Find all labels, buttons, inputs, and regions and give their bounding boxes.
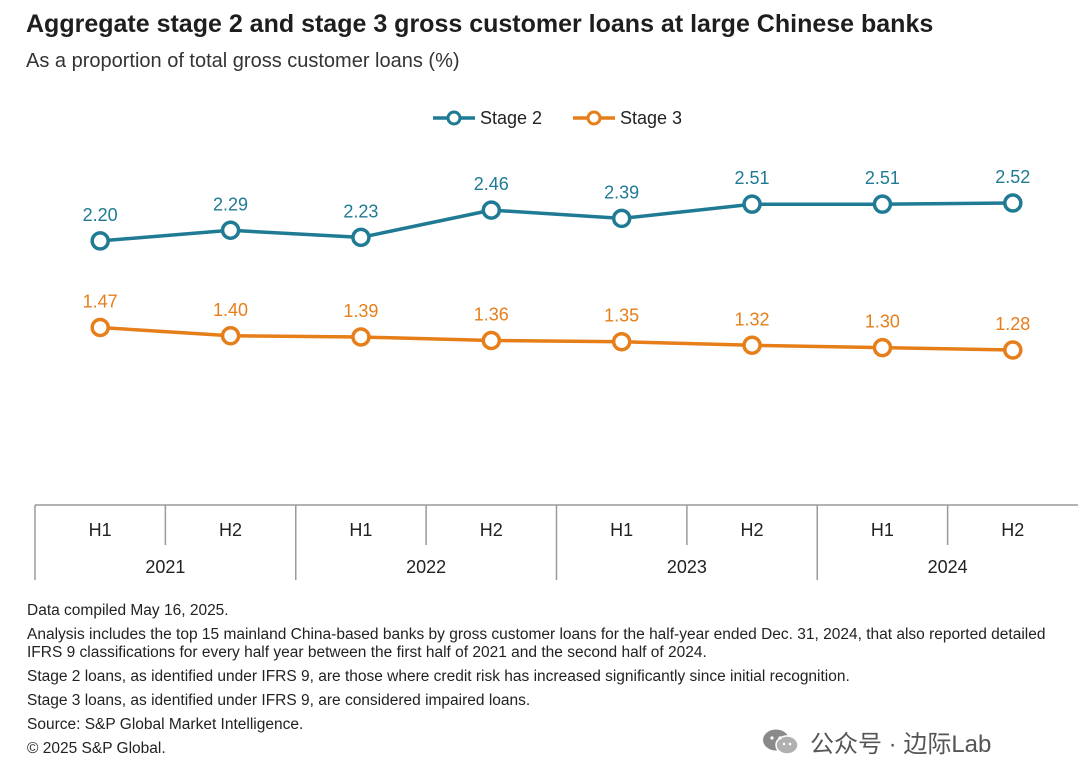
series-stage-2: 2.20 2.29 2.23 2.46 2.39 2.51 2.51 2.52 bbox=[83, 167, 1030, 251]
wechat-icon bbox=[762, 728, 800, 756]
x-group-label: 2023 bbox=[667, 557, 707, 577]
data-point bbox=[351, 327, 371, 347]
x-tick-label: H1 bbox=[89, 520, 112, 540]
data-point bbox=[1003, 193, 1023, 213]
series-stage-3: 1.47 1.40 1.39 1.36 1.35 1.32 1.30 1.28 bbox=[83, 291, 1030, 360]
chart-subtitle: As a proportion of total gross customer … bbox=[26, 50, 460, 72]
data-point bbox=[742, 335, 762, 356]
legend-item: Stage 2 bbox=[433, 108, 542, 128]
data-point bbox=[90, 231, 110, 251]
data-label: 1.30 bbox=[865, 312, 900, 332]
legend-label: Stage 3 bbox=[620, 108, 682, 128]
watermark-text: 公众号 · 边际Lab bbox=[810, 731, 992, 758]
data-label: 2.52 bbox=[995, 167, 1030, 187]
data-point bbox=[351, 227, 371, 248]
chart-title: Aggregate stage 2 and stage 3 gross cust… bbox=[26, 10, 934, 38]
data-point bbox=[90, 317, 110, 338]
data-label: 1.36 bbox=[474, 305, 509, 325]
data-point bbox=[220, 220, 241, 241]
x-group-label: 2024 bbox=[928, 557, 968, 577]
series-line bbox=[100, 201, 1013, 243]
legend-label: Stage 2 bbox=[480, 108, 542, 128]
note-stage2: Stage 2 loans, as identified under IFRS … bbox=[27, 668, 850, 685]
x-tick-label: H2 bbox=[1001, 520, 1024, 540]
note-stage3: Stage 3 loans, as identified under IFRS … bbox=[27, 692, 531, 709]
note-analysis: Analysis includes the top 15 mainland Ch… bbox=[27, 626, 1046, 661]
x-tick-label: H1 bbox=[610, 520, 633, 540]
data-label: 1.40 bbox=[213, 300, 248, 320]
x-tick-label: H2 bbox=[480, 520, 503, 540]
watermark: 公众号 · 边际Lab bbox=[762, 724, 991, 759]
legend-marker bbox=[446, 110, 462, 126]
data-label: 2.29 bbox=[213, 194, 248, 214]
data-label: 2.20 bbox=[83, 205, 118, 225]
data-label: 1.39 bbox=[343, 301, 378, 321]
data-label: 1.32 bbox=[735, 309, 770, 329]
data-point bbox=[1003, 340, 1023, 360]
data-label: 2.46 bbox=[474, 174, 509, 194]
data-point bbox=[611, 208, 632, 229]
x-tick-label: H1 bbox=[349, 520, 372, 540]
note-copyright: © 2025 S&P Global. bbox=[27, 740, 166, 757]
data-label: 2.51 bbox=[865, 168, 900, 188]
data-point bbox=[742, 194, 762, 214]
data-point bbox=[872, 337, 893, 358]
x-axis: H1 H2 H1 H2 H1 H2 H1 H2 2021 2022 2023 2024 bbox=[34, 504, 1078, 580]
legend-marker bbox=[586, 110, 602, 126]
series-line bbox=[100, 325, 1013, 352]
chart-legend: Stage 2 Stage 3 bbox=[433, 108, 682, 128]
note-source: Source: S&P Global Market Intelligence. bbox=[27, 716, 304, 733]
x-group-label: 2022 bbox=[406, 557, 446, 577]
data-point bbox=[220, 326, 241, 346]
footnotes: Data compiled May 16, 2025. Analysis inc… bbox=[27, 602, 1080, 764]
data-label: 2.39 bbox=[604, 182, 639, 202]
series-layer: 2.20 2.29 2.23 2.46 2.39 2.51 2.51 2.52 1.47 1.40… bbox=[83, 167, 1030, 360]
data-point bbox=[481, 330, 502, 351]
note-compiled: Data compiled May 16, 2025. bbox=[27, 602, 229, 619]
data-point bbox=[611, 331, 632, 352]
x-group-label: 2021 bbox=[145, 557, 185, 577]
data-point bbox=[481, 200, 502, 220]
x-tick-label: H2 bbox=[219, 520, 242, 540]
legend-item: Stage 3 bbox=[573, 108, 682, 128]
data-point bbox=[872, 194, 893, 214]
x-tick-label: H1 bbox=[871, 520, 894, 540]
data-label: 1.47 bbox=[83, 291, 118, 311]
data-label: 1.28 bbox=[995, 314, 1030, 334]
line-chart: Stage 2 Stage 3 2.202.29 2.232.46 2.392.51 2… bbox=[34, 108, 1078, 580]
data-label: 1.35 bbox=[604, 306, 639, 326]
data-label: 2.51 bbox=[735, 168, 770, 188]
data-label: 2.23 bbox=[343, 201, 378, 221]
x-tick-label: H2 bbox=[741, 520, 764, 540]
